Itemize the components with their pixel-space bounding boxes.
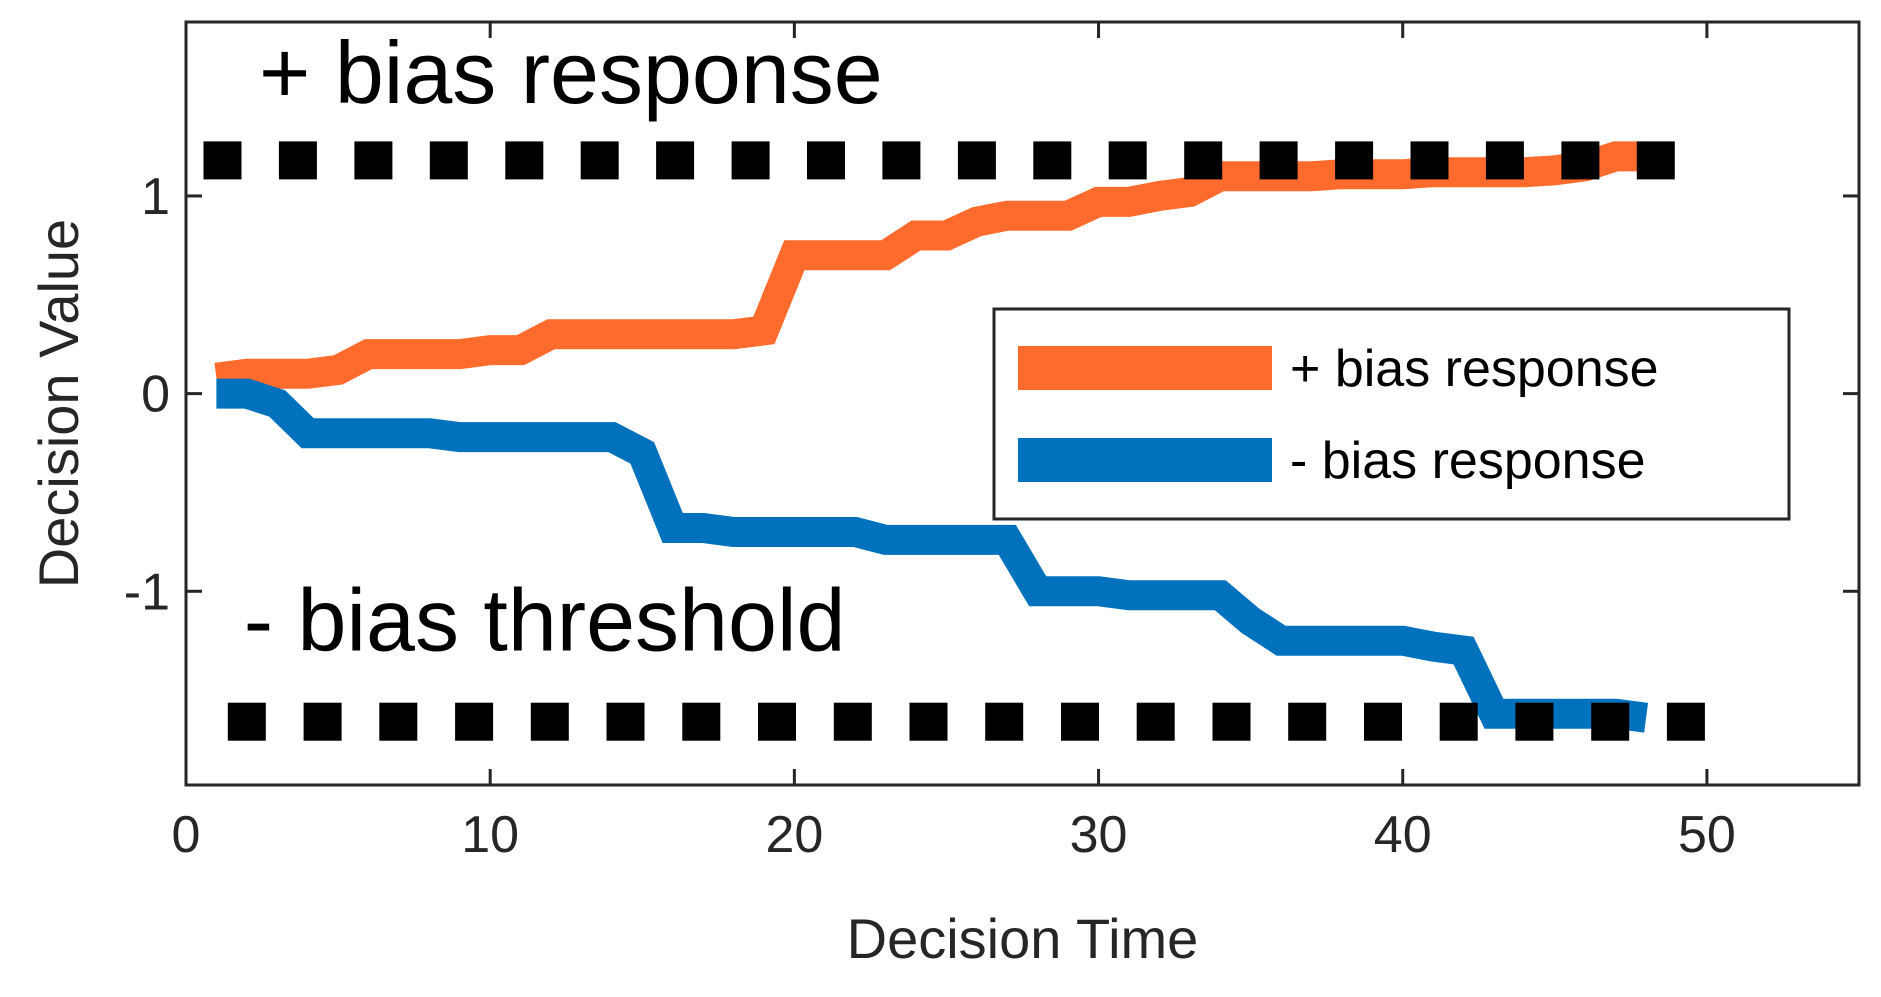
series-line-2 bbox=[216, 378, 1649, 733]
threshold-marker-2-18 bbox=[1515, 702, 1554, 741]
threshold-marker-2-4 bbox=[455, 702, 494, 741]
threshold-marker-2-2 bbox=[303, 702, 342, 741]
legend-box bbox=[992, 307, 1791, 521]
threshold-marker-1-4 bbox=[429, 141, 468, 180]
annotation-2: - bias threshold bbox=[244, 571, 846, 670]
legend: + bias response - bias response bbox=[992, 307, 1791, 521]
plot-frame bbox=[184, 20, 1861, 787]
annotation-1: + bias response bbox=[259, 23, 883, 122]
threshold-marker-1-16 bbox=[1335, 141, 1374, 180]
threshold-marker-1-1 bbox=[203, 141, 242, 180]
threshold-marker-1-12 bbox=[1033, 141, 1072, 180]
threshold-marker-1-8 bbox=[731, 141, 770, 180]
threshold-marker-1-14 bbox=[1184, 141, 1223, 180]
threshold-marker-1-6 bbox=[580, 141, 619, 180]
threshold-marker-2-15 bbox=[1288, 702, 1327, 741]
threshold-marker-1-15 bbox=[1259, 141, 1298, 180]
x-tick-label: 20 bbox=[765, 806, 823, 864]
legend-label-1: + bias response bbox=[1290, 340, 1659, 398]
threshold-marker-1-17 bbox=[1410, 141, 1449, 180]
threshold-marker-2-3 bbox=[379, 702, 418, 741]
x-tick-label: 10 bbox=[461, 806, 519, 864]
threshold-marker-2-8 bbox=[758, 702, 796, 741]
y-tick-label: 0 bbox=[141, 366, 170, 424]
threshold-marker-2-14 bbox=[1212, 702, 1251, 741]
y-tick-label: 1 bbox=[141, 168, 170, 226]
annotation-layer: + bias response - bias threshold bbox=[244, 23, 883, 670]
threshold-marker-1-20 bbox=[1636, 141, 1675, 180]
threshold-marker-1-19 bbox=[1561, 141, 1600, 180]
x-tick-label: 50 bbox=[1678, 806, 1736, 864]
threshold-marker-2-20 bbox=[1666, 702, 1705, 741]
x-tick-label: 40 bbox=[1374, 806, 1432, 864]
threshold-marker-1-9 bbox=[807, 141, 845, 180]
legend-label-2: - bias response bbox=[1290, 432, 1646, 490]
threshold-marker-1-2 bbox=[278, 141, 317, 180]
threshold-marker-2-12 bbox=[1061, 702, 1099, 741]
x-axis-title: Decision Time bbox=[847, 907, 1199, 970]
threshold-marker-1-10 bbox=[882, 141, 921, 180]
y-tick-label: -1 bbox=[124, 563, 170, 621]
x-tick-label: 30 bbox=[1070, 806, 1128, 864]
threshold-layer bbox=[203, 141, 1705, 741]
threshold-marker-1-5 bbox=[505, 141, 544, 180]
threshold-marker-2-1 bbox=[227, 702, 266, 741]
threshold-marker-2-16 bbox=[1364, 702, 1402, 741]
threshold-marker-2-5 bbox=[530, 702, 569, 741]
threshold-marker-2-9 bbox=[833, 702, 872, 741]
threshold-marker-2-17 bbox=[1439, 702, 1478, 741]
threshold-marker-1-11 bbox=[957, 141, 996, 180]
y-axis-title: Decision Value bbox=[27, 219, 90, 588]
series-line-1 bbox=[214, 141, 1647, 393]
threshold-marker-2-7 bbox=[682, 702, 721, 741]
threshold-marker-1-13 bbox=[1108, 141, 1147, 180]
threshold-marker-1-18 bbox=[1485, 141, 1524, 180]
x-tick-label: 0 bbox=[172, 806, 201, 864]
threshold-marker-1-3 bbox=[354, 141, 393, 180]
threshold-marker-2-6 bbox=[606, 702, 645, 741]
threshold-marker-2-10 bbox=[909, 702, 948, 741]
threshold-marker-2-13 bbox=[1136, 702, 1175, 741]
threshold-marker-2-19 bbox=[1591, 702, 1630, 741]
axes-layer: 0 10 20 30 40 50 -1 0 1 bbox=[124, 20, 1861, 864]
threshold-marker-2-11 bbox=[985, 702, 1024, 741]
threshold-marker-1-7 bbox=[656, 141, 695, 180]
series-layer bbox=[214, 141, 1649, 733]
